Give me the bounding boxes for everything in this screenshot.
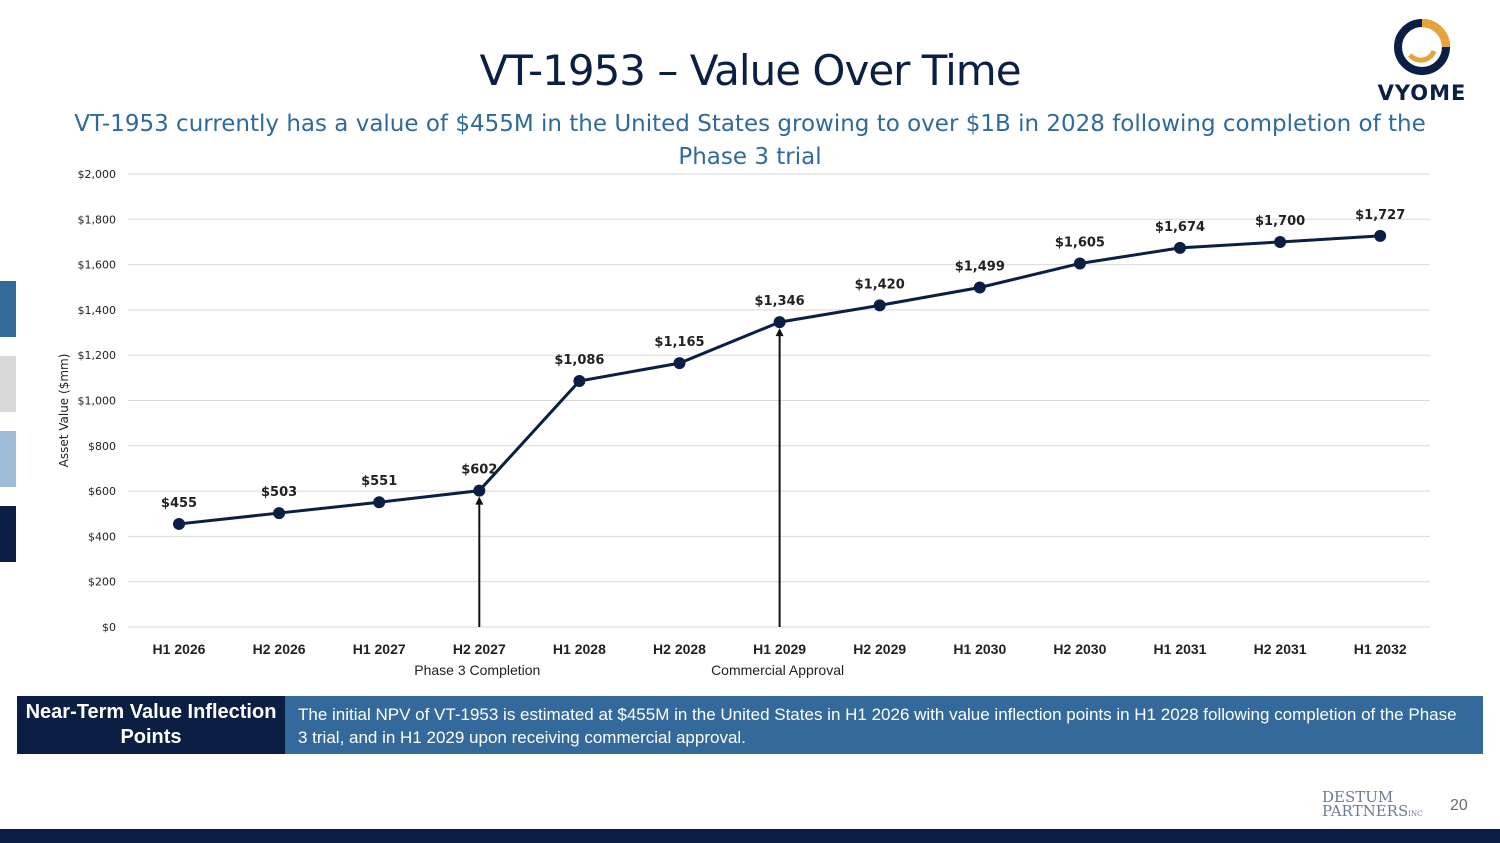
x-tick-label: H1 2031 — [1154, 641, 1207, 657]
data-label: $1,499 — [955, 259, 1005, 274]
x-tick-label: H1 2028 — [553, 641, 606, 657]
data-point — [973, 281, 986, 294]
data-point — [473, 484, 486, 497]
x-tick-label: H1 2032 — [1354, 641, 1407, 657]
data-label: $503 — [261, 485, 297, 500]
vyome-ring-icon — [1394, 19, 1450, 75]
data-point — [173, 517, 185, 530]
slide-subtitle: VT-1953 currently has a value of $455M i… — [74, 111, 1426, 170]
data-point — [1274, 235, 1287, 248]
value-over-time-chart: $0 $200 $400 $600 $800 $1,000 $1,200 $1,400 $1,6… — [57, 168, 1430, 678]
data-label: $1,346 — [755, 294, 805, 309]
x-tick-label: H2 2027 — [453, 641, 506, 657]
destum-logo-partners: PARTNERS — [1322, 802, 1409, 820]
y-tick-label: $1,600 — [78, 259, 117, 272]
y-tick-label: $1,000 — [78, 395, 117, 408]
annotation-label: Phase 3 Completion — [414, 662, 540, 678]
callout-body: The initial NPV of VT-1953 is estimated … — [285, 696, 1483, 754]
data-label: $1,674 — [1155, 220, 1205, 235]
value-inflection-callout: Near-Term Value Inflection Points The in… — [17, 696, 1483, 754]
data-point — [873, 299, 886, 312]
y-tick-label: $1,200 — [78, 349, 117, 362]
footer-bar — [0, 829, 1500, 843]
x-tick-label: H2 2029 — [853, 641, 906, 657]
side-tab-2 — [0, 356, 16, 412]
x-tick-label: H2 2030 — [1053, 641, 1106, 657]
data-point — [1174, 241, 1186, 254]
annotation-arrow-head — [775, 328, 784, 337]
y-tick-label: $0 — [102, 621, 116, 634]
data-point — [1073, 257, 1086, 270]
data-label: $1,700 — [1255, 214, 1305, 229]
y-tick-label: $2,000 — [78, 168, 117, 181]
x-tick-label: H2 2028 — [653, 641, 706, 657]
data-label: $455 — [161, 496, 197, 511]
vyome-logo: VYOME — [1372, 15, 1472, 107]
x-tick-label: H1 2026 — [153, 641, 206, 657]
page-number: 20 — [1450, 797, 1468, 814]
y-tick-label: $200 — [88, 576, 116, 589]
y-tick-label: $1,400 — [78, 304, 117, 317]
y-axis-title: Asset Value ($mm) — [57, 354, 71, 468]
data-label: $1,727 — [1355, 208, 1405, 223]
data-point — [273, 507, 286, 520]
callout-heading: Near-Term Value Inflection Points — [17, 696, 285, 754]
data-point — [673, 357, 686, 370]
destum-partners-logo: DESTUM PARTNERSINC — [1322, 790, 1422, 821]
x-tick-label: H1 2030 — [953, 641, 1006, 657]
data-label: $551 — [361, 474, 397, 489]
data-label: $1,420 — [855, 277, 905, 292]
y-tick-label: $600 — [88, 485, 116, 498]
side-tab-4 — [0, 506, 16, 562]
data-point — [1374, 229, 1387, 242]
destum-logo-suffix: INC — [1408, 810, 1423, 818]
x-tick-label: H1 2027 — [353, 641, 406, 657]
destum-logo-line2: PARTNERSINC — [1322, 804, 1422, 821]
y-tick-label: $1,800 — [78, 213, 117, 226]
data-point — [573, 375, 586, 388]
data-point — [373, 496, 386, 509]
data-label: $1,165 — [654, 335, 704, 350]
y-tick-label: $800 — [88, 440, 116, 453]
side-tab-3 — [0, 431, 16, 487]
data-label: $1,086 — [554, 353, 604, 368]
data-label: $1,605 — [1055, 235, 1105, 250]
y-tick-label: $400 — [88, 530, 116, 543]
x-tick-label: H2 2031 — [1254, 641, 1307, 657]
data-label: $602 — [461, 463, 497, 478]
destum-logo-line1: DESTUM — [1322, 788, 1394, 806]
x-tick-label: H1 2029 — [753, 641, 806, 657]
annotation-label: Commercial Approval — [711, 662, 844, 678]
annotation-arrow-head — [475, 496, 484, 505]
data-point — [773, 316, 786, 329]
side-tab-1 — [0, 281, 16, 337]
x-tick-label: H2 2026 — [253, 641, 306, 657]
slide-title: VT-1953 – Value Over Time — [479, 46, 1021, 95]
vyome-logo-text: VYOME — [1377, 81, 1467, 105]
